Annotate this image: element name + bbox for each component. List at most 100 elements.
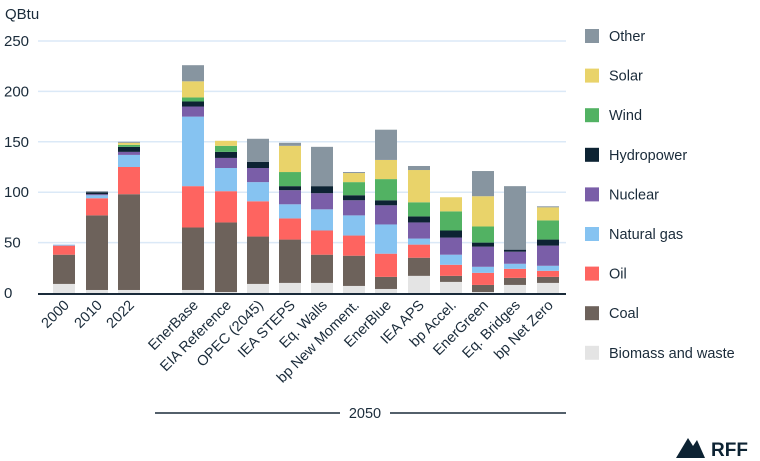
bar-segment-natural-gas: [504, 263, 526, 269]
bar-segment-other: [86, 191, 108, 193]
bar-segment-hydropower: [504, 249, 526, 252]
bar-stack: [472, 171, 494, 293]
bar-segment-nuclear: [537, 245, 559, 266]
legend-item: Oil: [585, 266, 627, 283]
legend-swatch: [585, 29, 599, 43]
bar-segment-biomass-and-waste: [215, 291, 237, 293]
bar-segment-coal: [408, 257, 430, 276]
bar-segment-nuclear: [343, 200, 365, 216]
bar-segment-other: [537, 206, 559, 208]
x-tick-label: 2000: [39, 298, 73, 332]
bar-segment-wind: [537, 220, 559, 240]
bar-segment-solar: [118, 142, 140, 145]
bar-stack: [440, 197, 462, 293]
bar-segment-natural-gas: [537, 265, 559, 271]
y-tick-label: 0: [4, 285, 12, 302]
bar-segment-natural-gas: [247, 182, 269, 202]
bar-segment-hydropower: [537, 239, 559, 246]
bar-segment-oil: [343, 235, 365, 256]
legend-item: Wind: [585, 108, 642, 124]
bar-segment-oil: [86, 198, 108, 216]
bar-segment-coal: [118, 194, 140, 290]
bar-segment-biomass-and-waste: [182, 289, 204, 293]
bar-segment-nuclear: [504, 251, 526, 264]
legend-label: Biomass and waste: [609, 346, 735, 362]
bar-segment-biomass-and-waste: [311, 282, 333, 293]
bar-segment-biomass-and-waste: [537, 282, 559, 293]
bar-segment-biomass-and-waste: [53, 283, 75, 293]
bar-stack: [375, 129, 397, 293]
rff-logo: RFF: [676, 438, 748, 461]
bar-segment-oil: [215, 191, 237, 223]
bar-segment-natural-gas: [182, 116, 204, 187]
bar-segment-biomass-and-waste: [279, 282, 301, 293]
bar-segment-natural-gas: [472, 266, 494, 273]
bar-segment-nuclear: [118, 151, 140, 155]
bar-segment-coal: [311, 254, 333, 283]
bar-segment-coal: [279, 239, 301, 283]
bar-segment-hydropower: [118, 146, 140, 152]
bar-segment-oil: [537, 270, 559, 277]
bar-segment-wind: [440, 211, 462, 231]
bar-segment-natural-gas: [86, 195, 108, 199]
bar-segment-natural-gas: [215, 168, 237, 192]
bar-segment-hydropower: [408, 216, 430, 223]
bar-segment-hydropower: [215, 151, 237, 158]
bar-segment-solar: [279, 145, 301, 173]
y-tick-label: 150: [4, 134, 29, 151]
legend-swatch: [585, 345, 599, 360]
bar-segment-other: [343, 172, 365, 174]
bar-segment-solar: [375, 159, 397, 180]
bar-segment-biomass-and-waste: [375, 288, 397, 293]
bar-stack: [215, 140, 237, 293]
bar-stack: [343, 172, 365, 293]
bar-segment-oil: [247, 201, 269, 237]
bar-segment-wind: [215, 145, 237, 152]
bar-segment-oil: [408, 244, 430, 258]
bar-stack: [53, 244, 75, 293]
bar-segment-other: [279, 142, 301, 146]
bar-stack: [408, 165, 430, 293]
bar-segment-oil: [472, 272, 494, 285]
bar-segment-hydropower: [86, 192, 108, 195]
y-tick-label: 200: [4, 83, 29, 100]
bar-segment-wind: [472, 226, 494, 243]
bars: [53, 65, 559, 293]
legend-item: Coal: [585, 306, 639, 322]
bar-segment-hydropower: [343, 195, 365, 201]
legend-item: Other: [585, 29, 645, 45]
bar-segment-wind: [343, 182, 365, 196]
legend-swatch: [585, 147, 599, 162]
legend-swatch: [585, 187, 599, 202]
bar-segment-natural-gas: [343, 215, 365, 236]
legend: Other Solar Wind Hydropower Nuclear Natural g…: [585, 29, 735, 362]
legend-label: Wind: [609, 108, 642, 124]
legend-swatch: [585, 306, 599, 321]
bar-segment-other: [375, 129, 397, 160]
bar-segment-coal: [247, 236, 269, 284]
bar-segment-biomass-and-waste: [247, 283, 269, 293]
bar-segment-hydropower: [182, 101, 204, 107]
bar-segment-solar: [537, 207, 559, 221]
bar-segment-natural-gas: [375, 224, 397, 254]
legend-item: Solar: [585, 68, 643, 85]
bar-segment-oil: [311, 230, 333, 255]
bar-stack: [311, 146, 333, 293]
group-label-bg: [340, 403, 390, 423]
bar-segment-biomass-and-waste: [472, 291, 494, 293]
legend-swatch: [585, 227, 599, 241]
bar-segment-coal: [215, 222, 237, 292]
bar-segment-natural-gas: [118, 154, 140, 167]
legend-label: Other: [609, 29, 645, 45]
bar-segment-oil: [182, 186, 204, 228]
bar-segment-coal: [472, 284, 494, 292]
legend-label: Solar: [609, 69, 643, 85]
bar-segment-biomass-and-waste: [504, 284, 526, 293]
legend-swatch: [585, 68, 599, 83]
bar-segment-biomass-and-waste: [408, 275, 430, 293]
bar-segment-nuclear: [408, 222, 430, 239]
bar-segment-other: [472, 171, 494, 197]
bar-segment-nuclear: [472, 246, 494, 267]
bar-segment-other: [311, 146, 333, 187]
bar-segment-wind: [408, 202, 430, 217]
